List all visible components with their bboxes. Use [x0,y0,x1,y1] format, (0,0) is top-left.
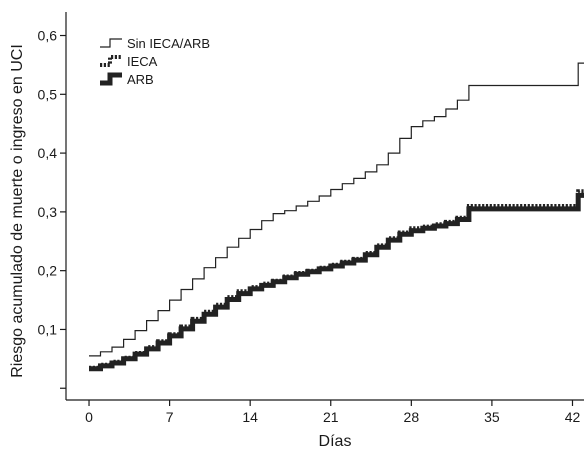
legend-symbol [100,38,122,48]
tick-marks [60,34,574,406]
axes [65,12,584,401]
legend-symbol [100,55,122,67]
tick-labels: 0 7 14 21 28 35 42 0,1 0,2 0,3 0,4 0,5 0,6 [38,28,581,425]
x-tick-label: 14 [242,409,258,425]
legend-label: Sin IECA/ARB [127,36,210,51]
y-tick-label: 0,6 [38,28,58,44]
y-tick-label: 0,4 [38,145,58,161]
series-line-sin-ieca-arb [89,62,584,357]
legend-label: ARB [127,72,154,87]
x-tick-label: 21 [323,409,339,425]
series-layer [89,62,584,372]
legend-symbol [100,72,122,86]
x-tick-label: 7 [166,409,174,425]
legend-label: IECA [127,54,158,69]
x-tick-label: 42 [565,409,581,425]
legend: Sin IECA/ARB IECA ARB [100,36,210,87]
x-axis-title: Días [319,433,352,450]
x-tick-label: 0 [85,409,93,425]
y-tick-label: 0,1 [38,321,58,337]
series-line-ieca [89,189,584,370]
y-tick-label: 0,5 [38,86,58,102]
y-tick-label: 0,2 [38,263,58,279]
x-tick-label: 28 [404,409,420,425]
y-tick-label: 0,3 [38,204,58,220]
x-tick-label: 35 [484,409,500,425]
y-axis-title: Riesgo acumulado de muerte o ingreso en … [9,44,26,378]
